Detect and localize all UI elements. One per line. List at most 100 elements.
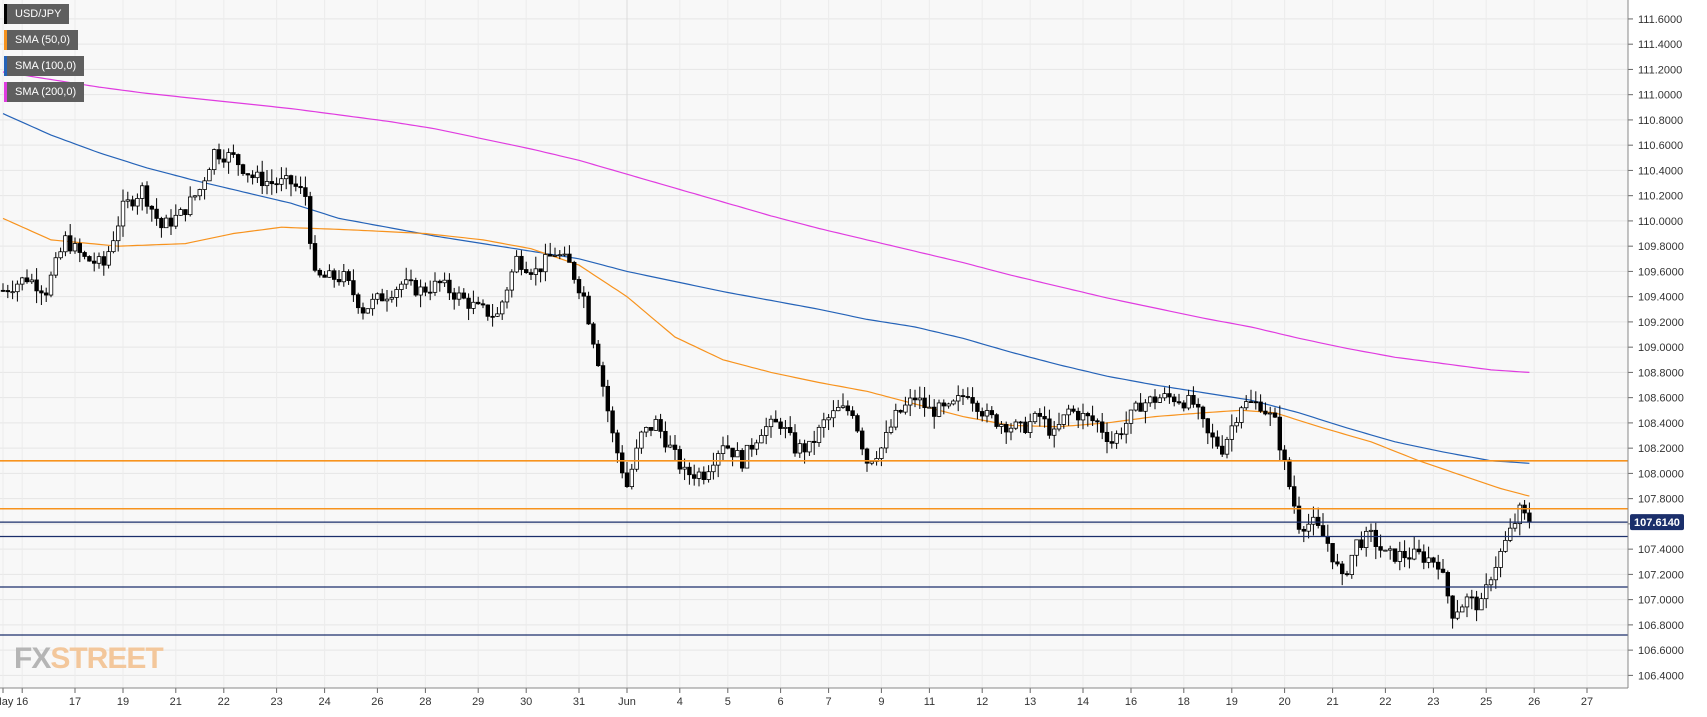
candle (58, 247, 63, 260)
candle-body (1301, 528, 1306, 532)
candle-body (653, 419, 658, 431)
candle (1421, 544, 1426, 570)
legend-item-sma-100[interactable]: SMA (100,0) (4, 56, 85, 76)
candle-body (1061, 414, 1066, 425)
candle (1330, 543, 1335, 570)
candle-body (696, 471, 702, 479)
candle-body (408, 279, 414, 282)
candle (418, 279, 423, 308)
candle (615, 429, 620, 463)
candle-body (620, 452, 625, 474)
candle-body (92, 260, 97, 264)
candle (293, 175, 298, 192)
candle (10, 280, 15, 300)
candle (495, 307, 500, 318)
candle (572, 260, 577, 284)
candle-body (5, 290, 10, 293)
candle (1493, 556, 1498, 589)
candle-body (322, 274, 327, 278)
candle-body (317, 269, 322, 276)
candle (183, 209, 188, 222)
candle-body (307, 196, 313, 244)
candle (307, 191, 313, 250)
candle-body (576, 279, 582, 294)
legend-item-sma-50[interactable]: SMA (50,0) (4, 30, 79, 50)
candle-body (860, 430, 865, 450)
candle (1484, 573, 1489, 609)
y-tick-label: 106.4000 (1638, 670, 1684, 682)
candle-body (687, 466, 692, 476)
candle-body (451, 292, 457, 300)
candle-body (706, 471, 711, 480)
candle (581, 286, 586, 309)
candle-body (668, 444, 673, 448)
candle-body (946, 403, 951, 407)
candle (1056, 412, 1062, 432)
candle-body (956, 395, 961, 402)
y-tick-label: 107.2000 (1638, 569, 1684, 581)
candle-body (1138, 402, 1143, 412)
candle-body (264, 181, 270, 187)
candle-body (1253, 401, 1258, 404)
candle-body (1340, 563, 1345, 575)
candle (5, 284, 10, 299)
candle (68, 224, 73, 254)
candle (1037, 408, 1042, 427)
candle (1488, 576, 1494, 592)
candle-body (495, 313, 500, 317)
current-price-text: 107.6140 (1634, 517, 1680, 529)
candle (1191, 386, 1196, 408)
candle-body (984, 410, 990, 417)
candle-body (437, 280, 442, 284)
candle-body (1330, 543, 1335, 563)
candle (644, 426, 649, 438)
candle-body (1042, 416, 1047, 420)
candle-body (831, 410, 836, 419)
candle (591, 322, 596, 349)
candle (1104, 422, 1110, 454)
legend-item-sma-200[interactable]: SMA (200,0) (4, 82, 85, 102)
legend-item-usdjpy[interactable]: USD/JPY (4, 4, 70, 24)
candle-body (528, 272, 534, 275)
candle (1061, 414, 1066, 429)
x-tick-label: 21 (170, 696, 182, 708)
candle (1258, 394, 1263, 413)
candle-body (989, 410, 994, 416)
candle (317, 268, 322, 278)
candle (749, 438, 754, 457)
candle-body (797, 443, 802, 454)
candle (72, 237, 78, 254)
candle-body (111, 240, 116, 253)
candle-body (1335, 561, 1340, 565)
candle (163, 214, 169, 229)
candle (524, 261, 529, 274)
candle (744, 444, 750, 469)
candle (1268, 406, 1273, 426)
candle (149, 205, 154, 222)
candle (159, 216, 164, 238)
candle (125, 191, 130, 209)
candle-body (1133, 402, 1138, 411)
candle-body (1013, 421, 1018, 429)
candle-body (1455, 611, 1460, 619)
candle-body (821, 419, 826, 428)
candle-body (802, 443, 807, 453)
candle (596, 339, 601, 367)
candle-body (351, 280, 356, 296)
candle (1133, 400, 1138, 412)
candle-body (980, 411, 985, 417)
candle-body (1162, 393, 1167, 399)
plot-background (0, 0, 1628, 688)
x-tick-label: 17 (69, 696, 81, 708)
candle (207, 167, 212, 182)
candle (235, 153, 241, 176)
candle (620, 445, 625, 479)
candle (82, 250, 87, 260)
candle-body (1479, 598, 1484, 611)
candle-body (855, 415, 860, 432)
candle (226, 148, 231, 174)
candle (327, 264, 332, 278)
y-tick-label: 107.0000 (1638, 595, 1684, 607)
candle-body (1503, 539, 1508, 552)
